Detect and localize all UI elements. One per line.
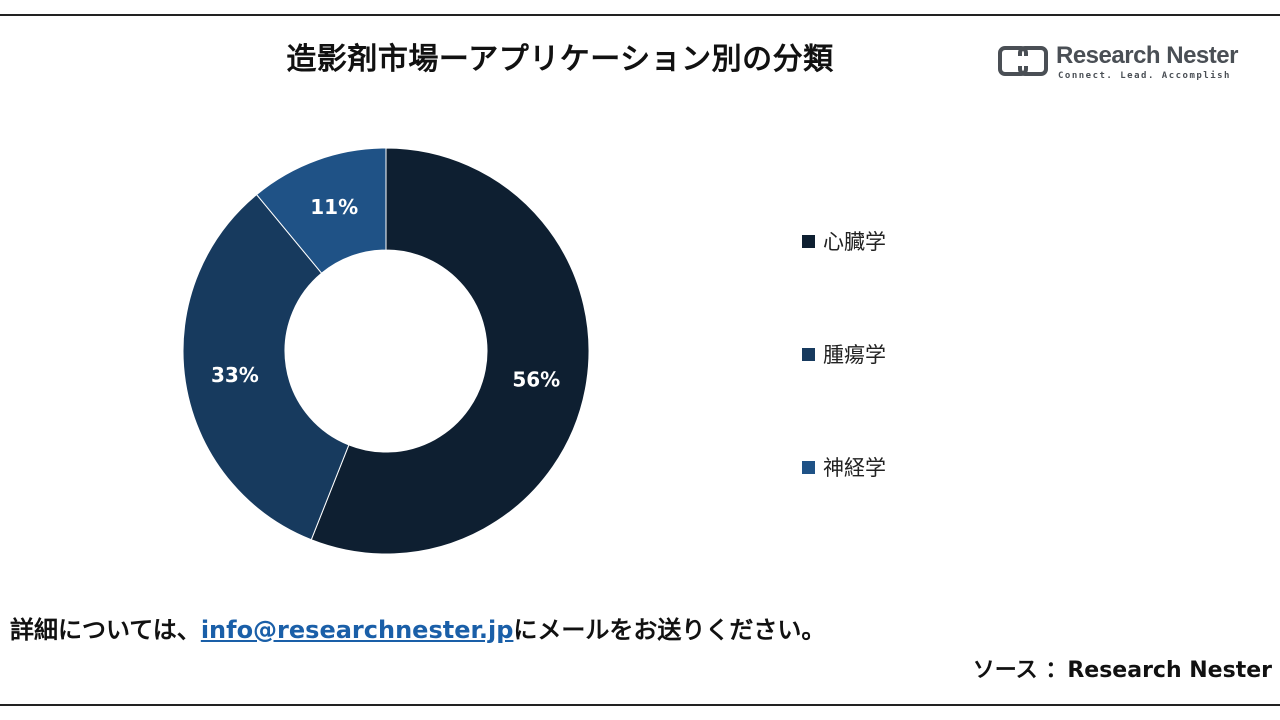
contact-prefix: 詳細については、 bbox=[10, 616, 201, 644]
donut-slice-1 bbox=[310, 147, 590, 555]
legend-item-1: 心臓学 bbox=[802, 226, 886, 256]
donut-slice-3 bbox=[255, 147, 387, 274]
donut-chart: 56% 33% 11% bbox=[182, 147, 590, 555]
legend-label: 心臓学 bbox=[823, 230, 886, 254]
top-rule bbox=[0, 14, 1280, 16]
legend-swatch bbox=[802, 347, 815, 361]
logo-tagline: Connect. Lead. Accomplish bbox=[1058, 71, 1231, 81]
donut-slice-label-1: 56% bbox=[512, 368, 560, 392]
contact-line: 詳細については、info@researchnester.jpにメールをお送りくだ… bbox=[10, 610, 825, 645]
legend-item-2: 腫瘍学 bbox=[802, 339, 886, 369]
legend-label: 神経学 bbox=[823, 456, 886, 480]
legend-swatch bbox=[802, 234, 815, 248]
donut-slice-label-3: 11% bbox=[310, 195, 358, 219]
contact-email-link[interactable]: info@researchnester.jp bbox=[200, 616, 514, 644]
chart-title: 造影剤市場ーアプリケーション別の分類 bbox=[286, 42, 834, 77]
bottom-rule bbox=[0, 704, 1280, 706]
source-credit: ソース ：Research Nester bbox=[972, 658, 1272, 683]
donut-slice-2 bbox=[182, 193, 350, 541]
contact-suffix: にメールをお送りください。 bbox=[513, 616, 826, 644]
legend-label: 腫瘍学 bbox=[823, 343, 886, 367]
donut-slice-label-2: 33% bbox=[211, 363, 259, 387]
research-nester-logo: Research Nester Connect. Lead. Accomplis… bbox=[998, 42, 1238, 86]
logo-name: Research Nester bbox=[1056, 42, 1238, 69]
legend-item-3: 神経学 bbox=[802, 452, 886, 482]
logo-mark-icon bbox=[998, 46, 1048, 76]
legend-swatch bbox=[802, 460, 815, 474]
